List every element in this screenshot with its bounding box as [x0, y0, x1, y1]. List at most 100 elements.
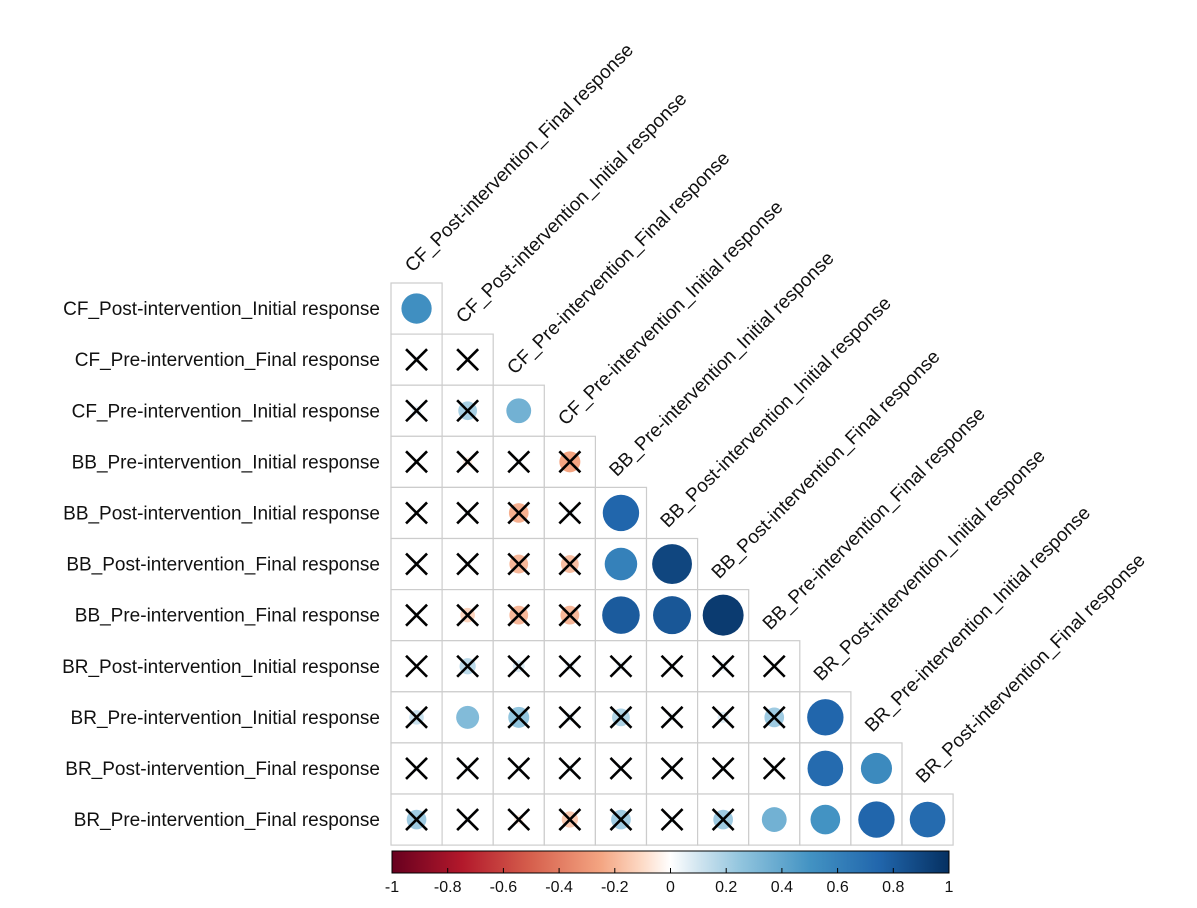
not-significant-cross [405, 450, 428, 474]
row-label: CF_Pre-intervention_Initial response [72, 401, 380, 422]
matrix-cell [543, 486, 596, 540]
matrix-cell [492, 435, 545, 488]
matrix-cell [543, 640, 596, 693]
correlation-circle [810, 804, 841, 835]
matrix-cell [748, 793, 801, 846]
not-significant-cross [456, 808, 480, 831]
matrix-cell [492, 691, 545, 744]
matrix-cell [390, 640, 443, 693]
matrix-cell [850, 742, 903, 795]
matrix-cell [543, 537, 596, 591]
colorbar-tick-label: 0.4 [771, 879, 793, 896]
matrix-cell [696, 742, 750, 795]
row-label: BB_Pre-intervention_Final response [75, 606, 380, 627]
correlation-circle [602, 494, 640, 532]
not-significant-cross [456, 450, 480, 474]
matrix-cell [594, 537, 648, 591]
matrix-cell [390, 793, 443, 846]
not-significant-cross [558, 450, 582, 474]
not-significant-cross [762, 757, 786, 780]
matrix-cell [441, 793, 494, 846]
not-significant-cross [660, 705, 684, 729]
not-significant-cross [456, 348, 480, 372]
matrix-cell [799, 691, 852, 744]
matrix-cell [492, 486, 545, 540]
row-label: BB_Post-intervention_Initial response [63, 503, 380, 524]
row-labels: CF_Post-intervention_Initial response CF_… [62, 299, 380, 831]
not-significant-cross [762, 705, 786, 729]
not-significant-cross [405, 552, 428, 576]
matrix-cell [850, 793, 903, 846]
matrix-cell [492, 793, 545, 846]
not-significant-cross [558, 552, 582, 576]
not-significant-cross [609, 808, 633, 831]
matrix-cell [696, 793, 750, 846]
matrix-cell [390, 384, 443, 437]
not-significant-cross [405, 808, 428, 831]
matrix-cell [645, 588, 699, 642]
matrix-cell [696, 691, 750, 744]
matrix-cell [696, 640, 750, 693]
matrix-cell [441, 384, 494, 437]
not-significant-cross [660, 654, 684, 678]
column-label: BB_Post-intervention_Final response [708, 346, 945, 583]
not-significant-cross [609, 757, 633, 780]
matrix-cell [901, 793, 954, 846]
not-significant-cross [507, 552, 531, 576]
colorbar-tick-label: 0.2 [715, 879, 737, 896]
matrix-cell [799, 793, 852, 846]
matrix-cell [390, 486, 443, 540]
colorbar-tick-label: 0 [666, 879, 675, 896]
matrix-cell [492, 384, 545, 437]
matrix-cell [390, 435, 443, 488]
correlation-circle [653, 596, 692, 635]
column-label: BB_Pre-intervention_Initial response [606, 248, 839, 481]
correlation-circle [858, 801, 895, 838]
matrix-cell [441, 640, 494, 693]
not-significant-cross [507, 808, 531, 831]
not-significant-cross [558, 603, 582, 627]
column-label: BB_Pre-intervention_Final response [759, 404, 990, 635]
correlation-circle [761, 807, 787, 832]
not-significant-cross [405, 399, 428, 423]
correlation-circle [602, 596, 640, 634]
colorbar-tick-label: -0.6 [490, 879, 518, 896]
matrix-cell [492, 588, 545, 642]
not-significant-cross [456, 603, 480, 627]
not-significant-cross [660, 808, 684, 831]
not-significant-cross [456, 654, 480, 678]
row-label: BR_Pre-intervention_Final response [74, 810, 380, 831]
matrix-cell [645, 742, 699, 795]
matrix-cell [543, 691, 596, 744]
correlation-circle [807, 699, 844, 736]
not-significant-cross [507, 450, 531, 474]
correlation-circle [401, 293, 432, 324]
correlation-circle [456, 705, 480, 729]
not-significant-cross [405, 348, 428, 372]
matrix-cell [645, 793, 699, 846]
colorbar-tick-label: -1 [385, 879, 399, 896]
not-significant-cross [660, 757, 684, 780]
matrix-cell [594, 486, 648, 540]
matrix-cell [594, 742, 648, 795]
not-significant-cross [558, 808, 582, 831]
colorbar-tick-label: -0.4 [545, 879, 573, 896]
matrix-cell [441, 742, 494, 795]
matrix-cell [390, 537, 443, 591]
matrix-cell [441, 435, 494, 488]
not-significant-cross [558, 501, 582, 525]
not-significant-cross [558, 654, 582, 678]
correlation-circle [506, 398, 532, 424]
not-significant-cross [609, 654, 633, 678]
matrix-cell [390, 282, 443, 335]
not-significant-cross [711, 705, 735, 729]
row-label: BR_Post-intervention_Final response [65, 759, 380, 780]
column-label: BR_Post-intervention_Initial response [810, 446, 1050, 686]
column-label: BB_Post-intervention_Initial response [657, 293, 896, 532]
colorbar-tick-label: 0.8 [882, 879, 904, 896]
not-significant-cross [507, 705, 531, 729]
correlation-circle [702, 594, 744, 636]
matrix-cell [390, 588, 443, 642]
matrix-cell [441, 537, 494, 591]
matrix-cells [390, 282, 954, 846]
